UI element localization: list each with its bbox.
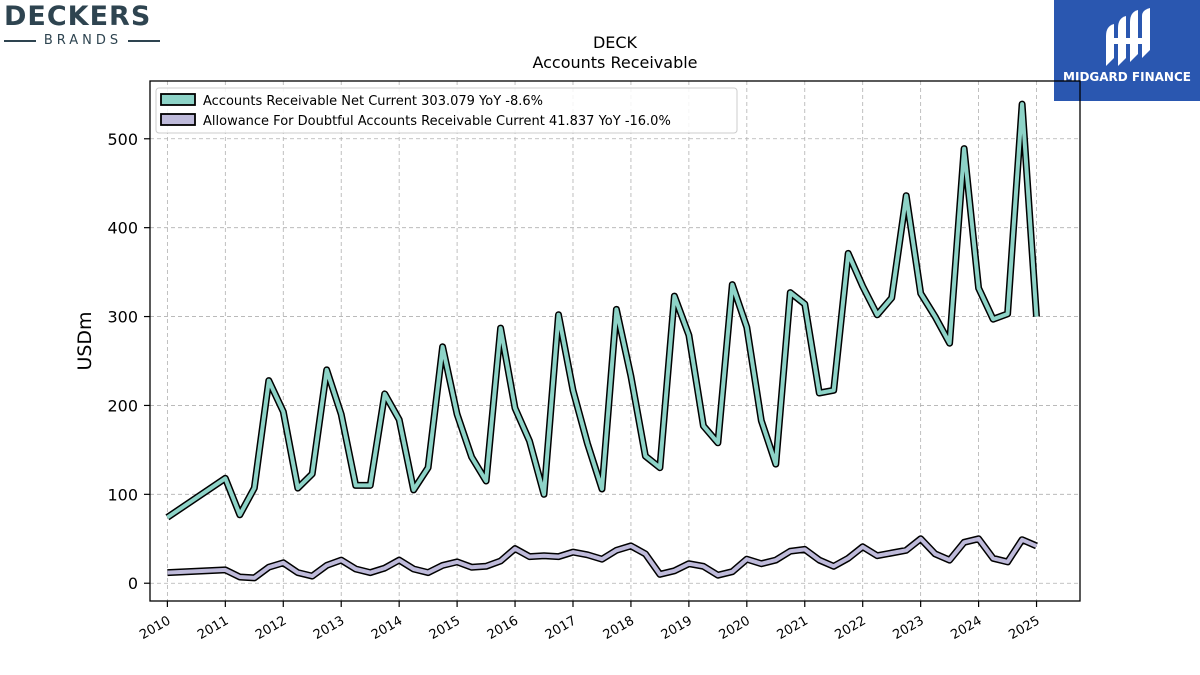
x-tick-label: 2024 (948, 613, 984, 643)
x-tick-label: 2019 (659, 613, 695, 643)
legend-box (155, 87, 738, 134)
series-outline-0 (165, 100, 1040, 521)
x-tick-label: 2020 (717, 613, 753, 643)
midgard-name: MIDGARD FINANCE (1063, 70, 1191, 84)
legend: Accounts Receivable Net Current 303.079 … (155, 87, 738, 134)
legend-label-allowance: Allowance For Doubtful Accounts Receivab… (203, 114, 671, 129)
grid-lines (150, 81, 1080, 601)
y-tick-label: 500 (107, 130, 138, 149)
x-tick-label: 2011 (195, 613, 231, 643)
x-tick-label: 2015 (427, 613, 463, 643)
x-tick-label: 2010 (137, 613, 173, 643)
x-tick-label: 2013 (311, 613, 347, 643)
y-tick-label: 100 (107, 485, 138, 504)
x-tick-label: 2023 (890, 613, 926, 643)
series-line-1 (167, 536, 1038, 580)
midgard-mark-icon (1106, 8, 1150, 66)
y-tick-label: 300 (107, 308, 138, 327)
legend-swatch-allowance (160, 113, 196, 126)
y-tick-label: 0 (128, 574, 138, 593)
midgard-finance-logo: MIDGARD FINANCE (1054, 0, 1200, 101)
x-tick-label: 2014 (369, 613, 405, 643)
y-axis-ticks: 0 100 200 300 400 500 (107, 130, 150, 593)
y-tick-label: 400 (107, 219, 138, 238)
logo-rule-right (128, 39, 160, 42)
chart-title: DECK (593, 33, 638, 52)
legend-label-ar: Accounts Receivable Net Current 303.079 … (203, 94, 543, 109)
series-line-0 (166, 102, 1039, 520)
x-tick-label: 2012 (253, 613, 289, 643)
logo-subline: BRANDS (4, 33, 160, 48)
chart-subtitle: Accounts Receivable (532, 53, 697, 72)
series-layer (165, 100, 1040, 582)
y-tick-label: 200 (107, 396, 138, 415)
x-tick-label: 2022 (833, 613, 869, 643)
logo-wordmark: DECKERS (4, 1, 152, 32)
x-axis-ticks: 2010 2011 2012 2013 2014 2015 2016 2017 2018 2019… (137, 601, 1043, 643)
x-tick-label: 2018 (601, 613, 637, 643)
logo-rule-left (4, 39, 36, 42)
logo-subword: BRANDS (43, 33, 123, 48)
legend-swatch-ar (160, 93, 196, 106)
deckers-brands-logo: DECKERS BRANDS (4, 2, 160, 52)
x-tick-label: 2025 (1006, 613, 1042, 643)
x-tick-label: 2017 (543, 613, 579, 643)
x-tick-label: 2016 (485, 613, 521, 643)
y-axis-label: USDm (74, 311, 96, 370)
plot-frame (149, 80, 1081, 602)
x-tick-label: 2021 (775, 613, 811, 643)
